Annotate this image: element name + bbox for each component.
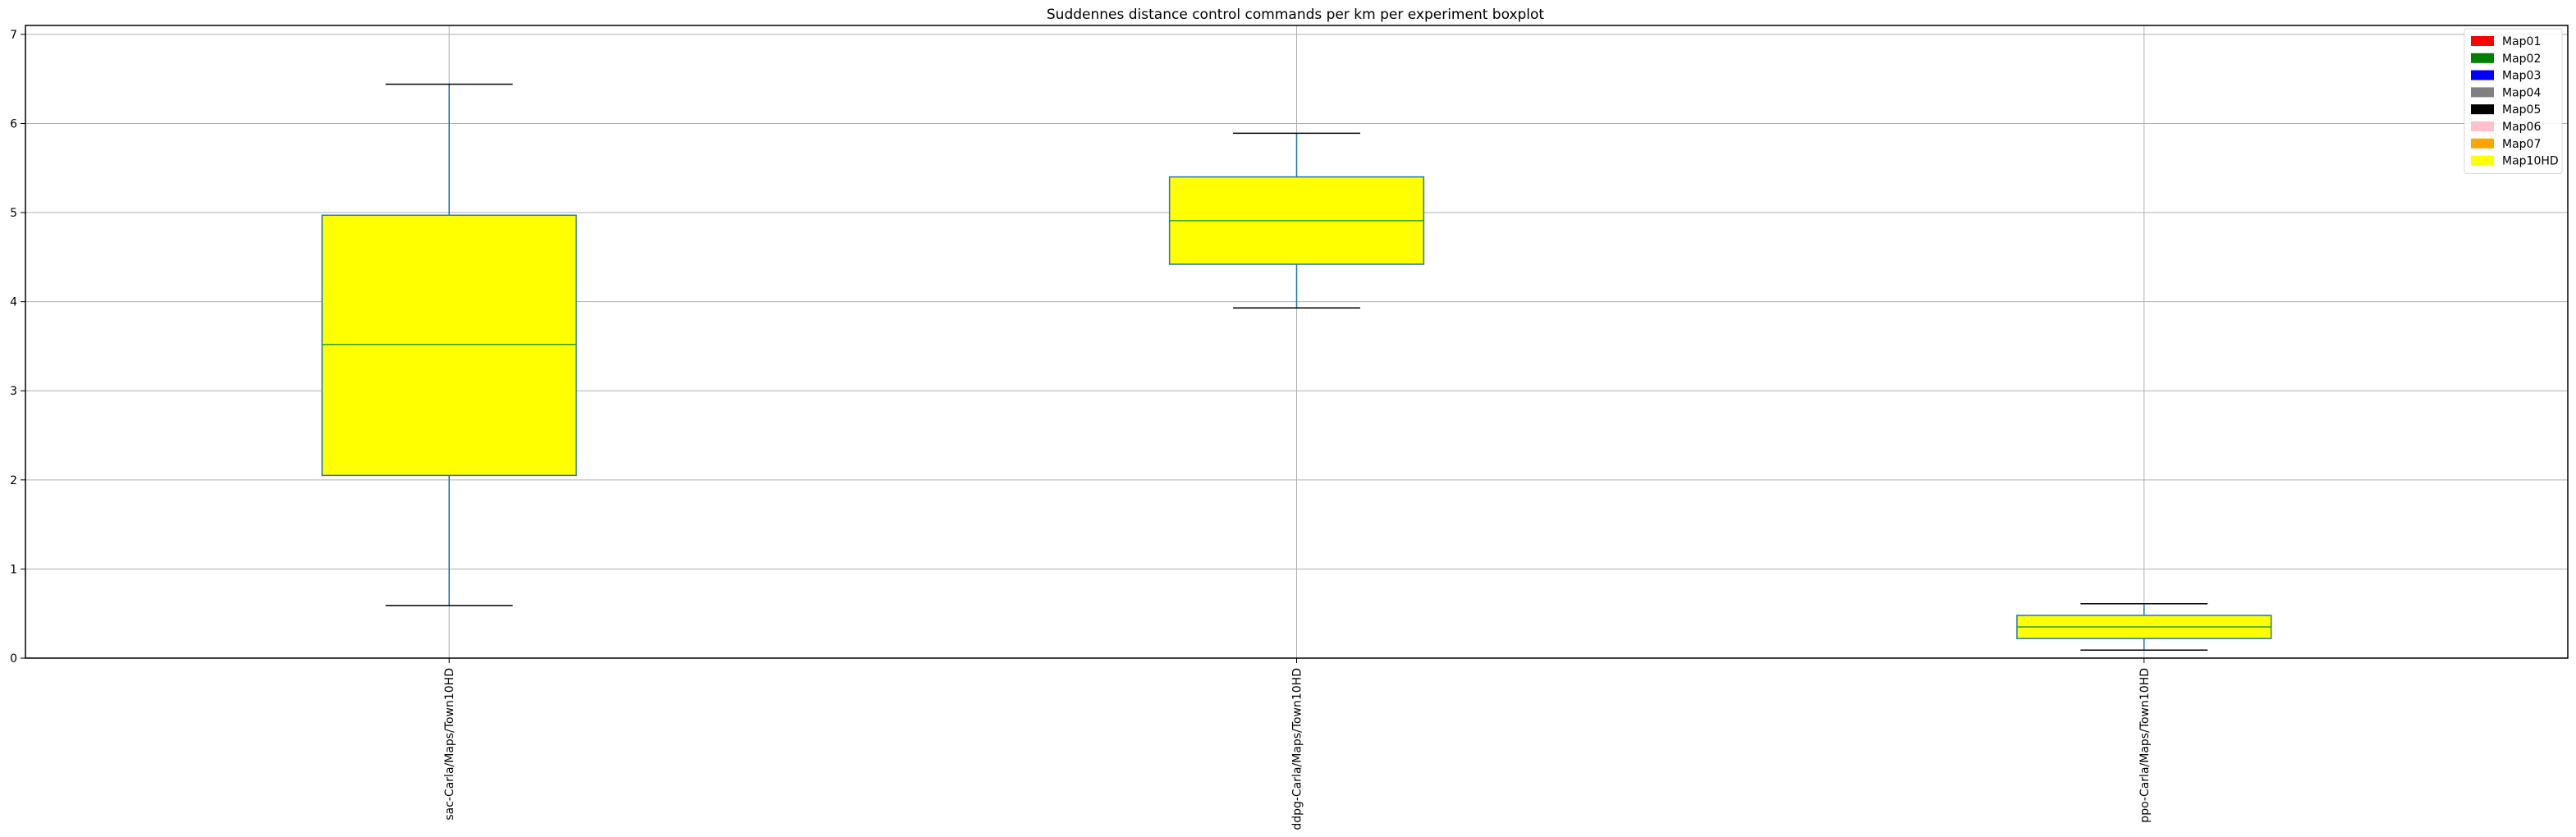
x-axis: sac-Carla/Maps/Town10HD ddpg-Carla/Maps/T…: [443, 658, 2152, 830]
legend-frame: [2464, 28, 2563, 174]
y-tick-label: 1: [10, 563, 17, 576]
y-tick-label: 5: [10, 207, 17, 220]
x-tick-label: ppo-Carla/Maps/Town10HD: [2138, 668, 2152, 823]
chart-title: Suddennes distance control commands per …: [1047, 7, 1545, 23]
legend-label: Map03: [2502, 70, 2541, 83]
y-tick-label: 2: [10, 474, 17, 487]
legend-label: Map07: [2502, 138, 2541, 151]
x-tick-label: ddpg-Carla/Maps/Town10HD: [1291, 668, 1304, 830]
legend-swatch: [2471, 87, 2494, 98]
y-tick-label: 0: [10, 652, 17, 665]
legend: Map01 Map02 Map03 Map04 Map05 Map06 Map07 Map10…: [2464, 28, 2563, 174]
box-group: [2016, 603, 2272, 651]
legend-label: Map04: [2502, 86, 2541, 99]
legend-swatch: [2471, 70, 2494, 80]
legend-swatch: [2471, 104, 2494, 115]
box-iqr: [321, 214, 577, 477]
legend-label: Map01: [2502, 35, 2541, 48]
y-tick-label: 4: [10, 296, 17, 309]
box-group: [1168, 132, 1425, 309]
x-tick-label: sac-Carla/Maps/Town10HD: [443, 668, 456, 821]
legend-swatch: [2471, 36, 2494, 46]
boxes: [321, 83, 2272, 651]
legend-swatch: [2471, 121, 2494, 131]
legend-swatch: [2471, 138, 2494, 149]
y-tick-label: 6: [10, 117, 17, 130]
legend-label: Map02: [2502, 53, 2541, 66]
legend-swatch: [2471, 53, 2494, 63]
legend-label: Map10HD: [2502, 155, 2559, 168]
y-tick-label: 3: [10, 385, 17, 398]
legend-swatch: [2471, 155, 2494, 166]
y-axis: 0 1 2 3 4 5 6 7: [10, 29, 25, 665]
box-group: [321, 83, 577, 606]
legend-label: Map05: [2502, 103, 2541, 117]
legend-label: Map06: [2502, 121, 2541, 134]
y-tick-label: 7: [10, 29, 17, 42]
